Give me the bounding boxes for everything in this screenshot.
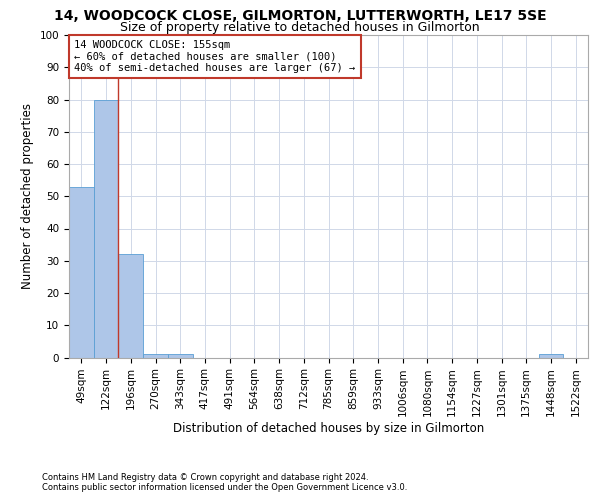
Bar: [118, 254, 143, 358]
Bar: [539, 354, 563, 358]
Bar: [69, 186, 94, 358]
Text: Contains HM Land Registry data © Crown copyright and database right 2024.: Contains HM Land Registry data © Crown c…: [42, 472, 368, 482]
Y-axis label: Number of detached properties: Number of detached properties: [21, 104, 34, 289]
Text: 14, WOODCOCK CLOSE, GILMORTON, LUTTERWORTH, LE17 5SE: 14, WOODCOCK CLOSE, GILMORTON, LUTTERWOR…: [53, 9, 547, 23]
Text: Contains public sector information licensed under the Open Government Licence v3: Contains public sector information licen…: [42, 484, 407, 492]
Text: 14 WOODCOCK CLOSE: 155sqm
← 60% of detached houses are smaller (100)
40% of semi: 14 WOODCOCK CLOSE: 155sqm ← 60% of detac…: [74, 40, 355, 73]
Bar: [94, 100, 118, 358]
Bar: [168, 354, 193, 358]
Text: Size of property relative to detached houses in Gilmorton: Size of property relative to detached ho…: [120, 21, 480, 34]
X-axis label: Distribution of detached houses by size in Gilmorton: Distribution of detached houses by size …: [173, 422, 484, 434]
Bar: [143, 354, 168, 358]
